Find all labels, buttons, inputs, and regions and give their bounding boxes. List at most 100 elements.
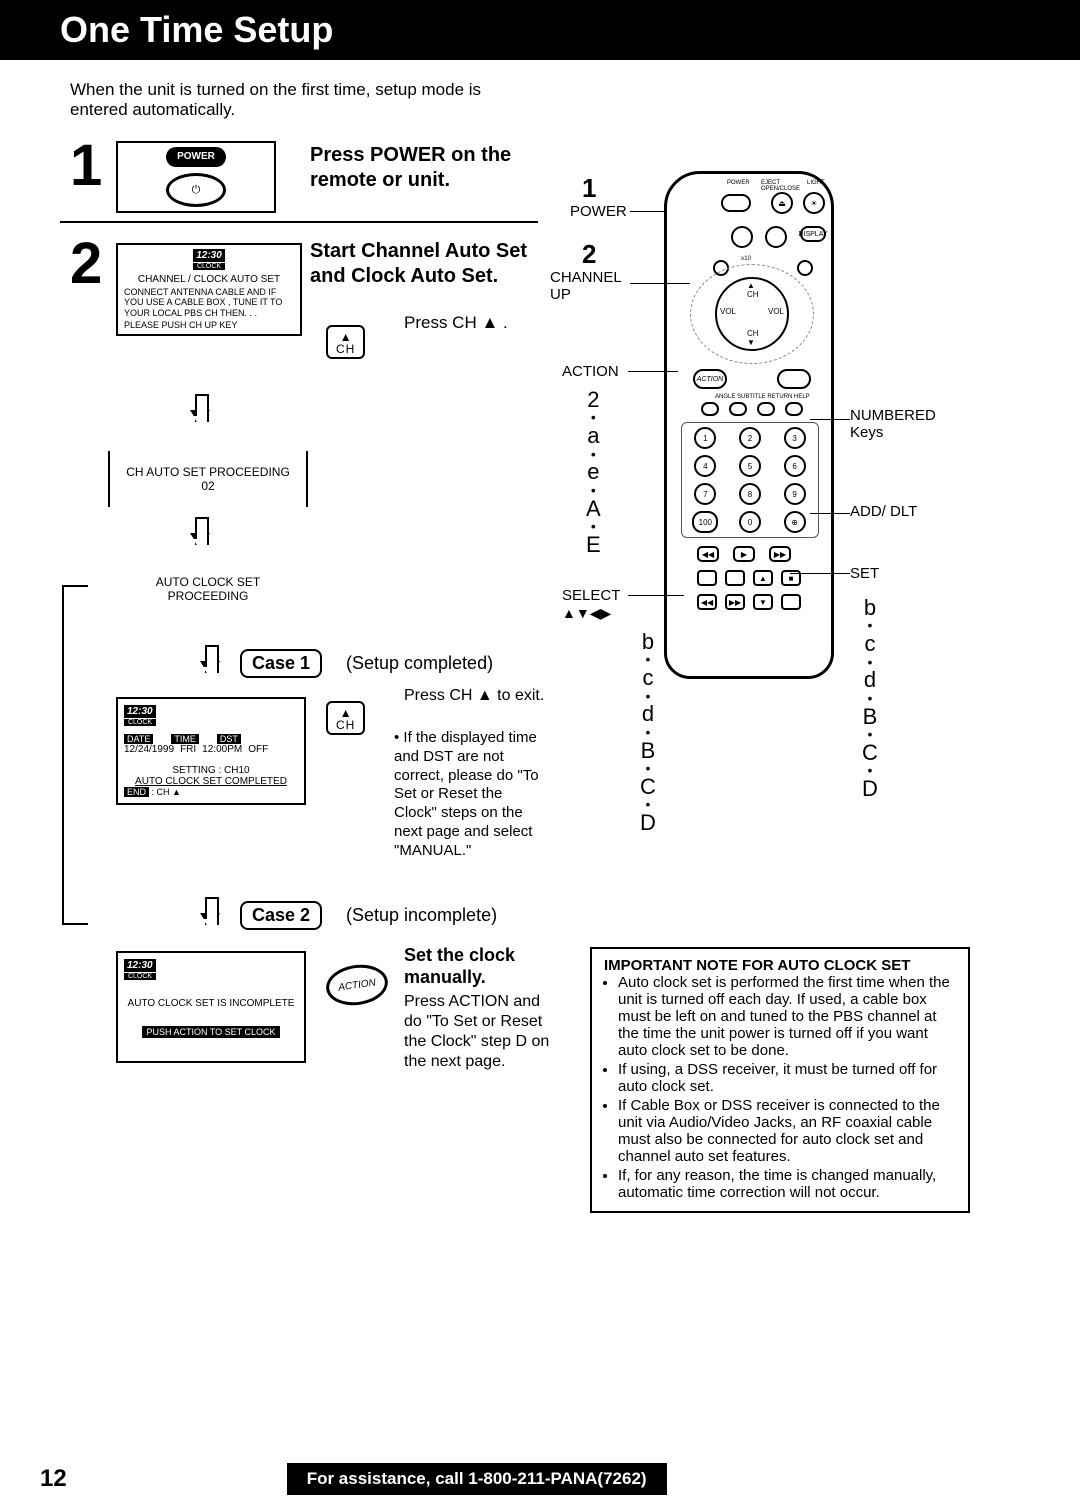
- case1-sub: (Setup completed): [346, 653, 493, 674]
- play-button[interactable]: ▶: [733, 546, 755, 562]
- connector-line: [630, 211, 666, 212]
- letters-mid: b c d B C D: [640, 629, 656, 836]
- power-pill: POWER: [166, 147, 226, 167]
- num-1[interactable]: 1: [694, 427, 716, 449]
- num-5[interactable]: 5: [739, 455, 761, 477]
- ch-button-2: ▲ CH: [326, 701, 365, 735]
- remote-lbl-numbered: NUMBERED Keys: [850, 407, 960, 441]
- clock-icon: 12:30: [124, 959, 156, 972]
- remote-lbl-channel: CHANNEL UP: [550, 269, 640, 303]
- proceed2a: AUTO CLOCK SET: [108, 575, 308, 589]
- small-circle-2[interactable]: [797, 260, 813, 276]
- clock-sub: CLOCK: [193, 263, 225, 270]
- step2-panel: 12:30 CLOCK CHANNEL / CLOCK AUTO SET CON…: [116, 243, 302, 336]
- note-title: IMPORTANT NOTE FOR AUTO CLOCK SET: [604, 957, 956, 974]
- divider-1: [60, 221, 538, 223]
- arrow-down-icon: [200, 913, 220, 929]
- remote-prog-button[interactable]: [777, 369, 811, 389]
- case2-line: AUTO CLOCK SET IS INCOMPLETE: [124, 998, 298, 1009]
- remote-btn-a[interactable]: [731, 226, 753, 248]
- oval-btn[interactable]: [729, 402, 747, 416]
- day-val: FRI: [180, 744, 196, 755]
- remote-eject-button[interactable]: ⏏: [771, 192, 793, 214]
- rew-button[interactable]: ◀◀: [697, 546, 719, 562]
- case2-sub: (Setup incomplete): [346, 905, 497, 926]
- connector-line: [628, 595, 684, 596]
- eject-tiny-label: EJECTOPEN/CLOSE: [761, 180, 800, 192]
- letters-right: b c d B C D: [862, 595, 878, 802]
- vol-down-icon: VOL: [720, 307, 736, 316]
- case2-body: Press ACTION and do "To Set or Reset the…: [404, 992, 554, 1072]
- ch-label: CH: [336, 719, 355, 731]
- transport-btn[interactable]: [781, 594, 801, 610]
- case1-bullet-text: If the displayed time and DST are not co…: [394, 729, 539, 859]
- remote-lbl-select: SELECT: [562, 587, 620, 604]
- add-dlt-button[interactable]: ⊕: [784, 511, 806, 533]
- ch-label: CH: [336, 343, 355, 355]
- step1-heading: Press POWER on the remote or unit.: [310, 143, 520, 193]
- note-item: If, for any reason, the time is changed …: [618, 1167, 956, 1201]
- date-val: 12/24/1999: [124, 744, 174, 755]
- num-9[interactable]: 9: [784, 483, 806, 505]
- dst-val: OFF: [248, 744, 268, 755]
- intro-text: When the unit is turned on the first tim…: [70, 80, 510, 120]
- transport-btn[interactable]: [725, 570, 745, 586]
- num-0[interactable]: 0: [739, 511, 761, 533]
- num-8[interactable]: 8: [739, 483, 761, 505]
- ch-button-1: ▲ CH: [326, 325, 365, 359]
- set-button[interactable]: ▲: [753, 570, 773, 586]
- done-line: AUTO CLOCK SET COMPLETED: [124, 776, 298, 787]
- oval-btn[interactable]: [757, 402, 775, 416]
- ten-label: ≥10: [741, 256, 751, 262]
- end-lbl: END: [124, 787, 149, 797]
- num-7[interactable]: 7: [694, 483, 716, 505]
- note-item: If Cable Box or DSS receiver is connecte…: [618, 1097, 956, 1165]
- remote-lbl-arrows: ▲▼◀▶: [562, 605, 611, 622]
- case2-result-panel: 12:30 CLOCK AUTO CLOCK SET IS INCOMPLETE…: [116, 951, 306, 1063]
- time-val: 12:00PM: [202, 744, 242, 755]
- num-6[interactable]: 6: [784, 455, 806, 477]
- connector-line: [790, 573, 850, 574]
- remote-lbl-adddlt: ADD/ DLT: [850, 503, 930, 520]
- dst-lbl: DST: [217, 734, 241, 744]
- page-title: One Time Setup: [60, 9, 333, 51]
- ff-button[interactable]: ▶▶: [769, 546, 791, 562]
- remote-btn-b[interactable]: [765, 226, 787, 248]
- transport-btn[interactable]: [697, 570, 717, 586]
- clock-sub: CLOCK: [124, 719, 156, 726]
- important-note: IMPORTANT NOTE FOR AUTO CLOCK SET Auto c…: [590, 947, 970, 1213]
- remote-power-button[interactable]: [721, 194, 751, 212]
- num-100[interactable]: 100: [692, 511, 718, 533]
- connector-line: [810, 419, 850, 420]
- num-2[interactable]: 2: [739, 427, 761, 449]
- num-4[interactable]: 4: [694, 455, 716, 477]
- oval-btn[interactable]: [701, 402, 719, 416]
- title-bar: One Time Setup: [0, 0, 1080, 60]
- number-keys: 1 2 3 4 5 6 7 8 9 100 0 ⊕: [681, 422, 819, 538]
- remote-light-button[interactable]: ☀: [803, 192, 825, 214]
- remote-num-2: 2: [582, 239, 596, 270]
- power-button-icon: ⏻: [166, 173, 226, 207]
- select-left[interactable]: ◀◀: [697, 594, 717, 610]
- page-number: 12: [40, 1465, 67, 1493]
- clock-sub: CLOCK: [124, 973, 156, 980]
- remote-lbl-power: POWER: [570, 203, 627, 220]
- connector-line: [630, 283, 690, 284]
- dpad-inner[interactable]: ▲CH CH▼ VOL VOL: [715, 277, 789, 351]
- num-3[interactable]: 3: [784, 427, 806, 449]
- select-right[interactable]: ▶▶: [725, 594, 745, 610]
- time-lbl: TIME: [171, 734, 199, 744]
- proceed1a: CH AUTO SET PROCEEDING: [110, 465, 306, 479]
- case1-instruction: Press CH ▲ to exit.: [404, 687, 544, 705]
- remote-lbl-action: ACTION: [562, 363, 619, 380]
- case1-bullet: • If the displayed time and DST are not …: [394, 729, 544, 860]
- flow-connector: [62, 585, 88, 925]
- select-down[interactable]: ▼: [753, 594, 773, 610]
- case1-result-panel: 12:30 CLOCK DATE TIME DST 12/24/1999 FRI…: [116, 697, 306, 805]
- arrow-down-icon: [190, 533, 210, 549]
- ch-down-icon: CH▼: [747, 329, 759, 347]
- case2-foot: PUSH ACTION TO SET CLOCK: [142, 1026, 279, 1038]
- remote-action-button[interactable]: ACTION: [693, 369, 727, 389]
- oval-btn[interactable]: [785, 402, 803, 416]
- remote-display-button[interactable]: DISPLAY: [800, 226, 826, 242]
